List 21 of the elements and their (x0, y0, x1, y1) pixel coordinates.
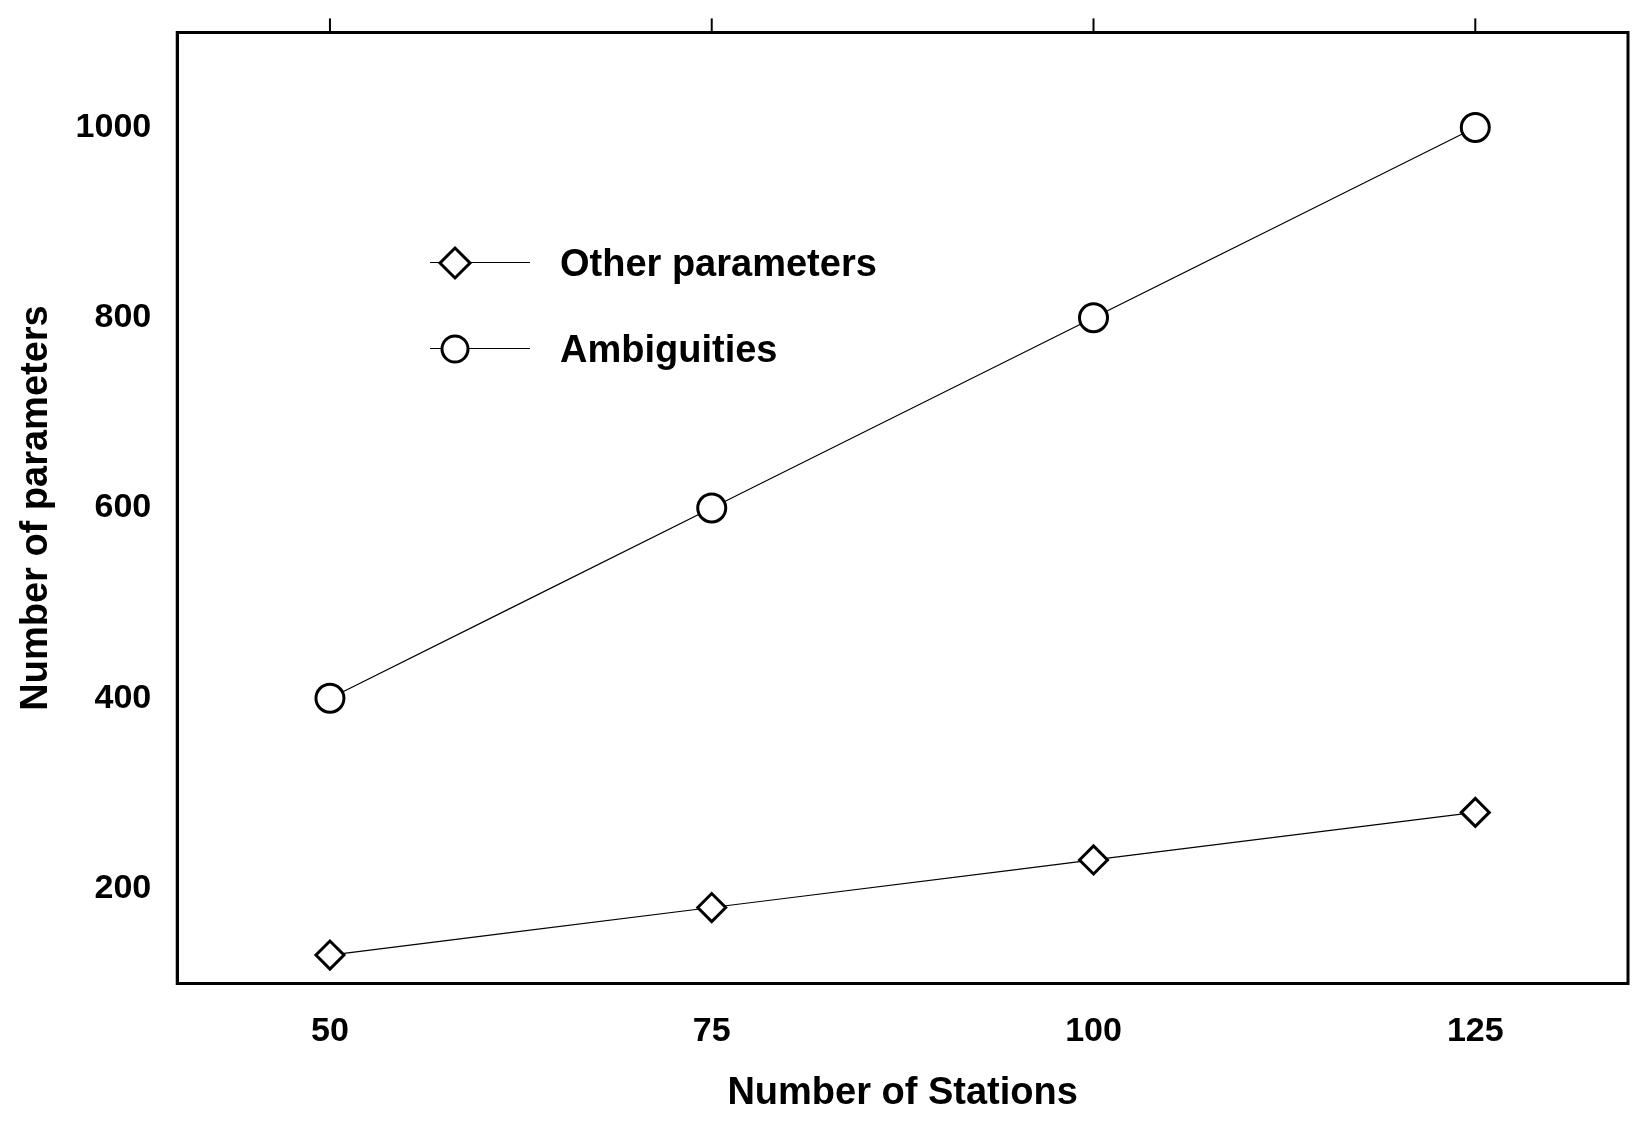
point (1459, 112, 1491, 144)
legend-label: Other parameters (560, 241, 877, 285)
x-axis-title: Number of Stations (727, 1069, 1078, 1112)
point (1078, 302, 1110, 334)
point (1459, 796, 1491, 828)
y-tick-label: 800 (94, 296, 152, 335)
y-tick-label: 1000 (75, 105, 152, 144)
point (314, 939, 346, 971)
y-tick-label: 600 (94, 486, 152, 525)
point (314, 682, 346, 714)
legend-label: Ambiguities (560, 327, 778, 371)
point (696, 892, 728, 923)
x-tick-label: 100 (1065, 1010, 1122, 1049)
point (696, 492, 728, 524)
x-tick-label: 75 (692, 1010, 731, 1049)
y-tick-label: 200 (94, 866, 152, 905)
y-axis-title: Number of parameters (13, 305, 56, 711)
y-tick-label: 400 (94, 676, 152, 715)
x-tick-label: 50 (311, 1010, 349, 1049)
point (1078, 844, 1110, 876)
x-tick-label: 125 (1446, 1010, 1504, 1049)
